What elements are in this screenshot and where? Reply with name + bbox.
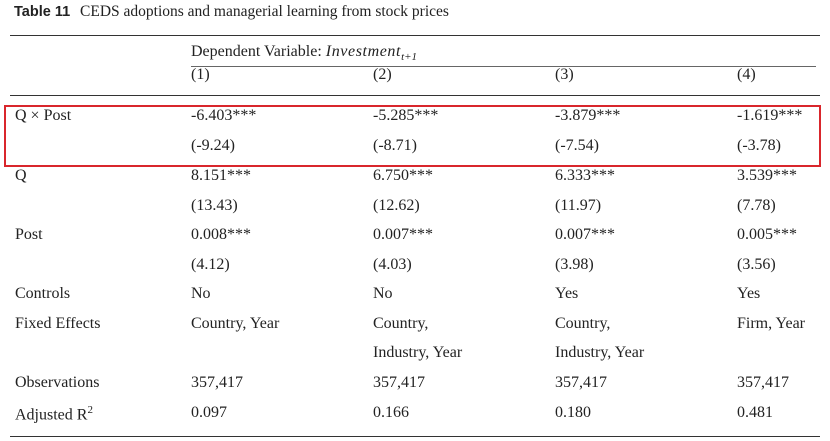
table-cell: 0.166 <box>373 404 409 421</box>
table-cell: (-3.78) <box>737 137 781 154</box>
row-label-text: Fixed Effects <box>15 315 101 332</box>
table-cell: 0.005*** <box>737 226 797 243</box>
row-label: Fixed Effects <box>15 315 100 333</box>
dependent-prefix: Dependent Variable: <box>191 43 326 60</box>
table-cell: (3.56) <box>737 256 776 273</box>
row-label-text: Q × Post <box>15 107 72 124</box>
table-cell: Industry, Year <box>555 344 645 361</box>
table-cell: 0.481 <box>737 404 773 421</box>
row-label: Observations <box>15 374 99 392</box>
table-title: CEDS adoptions and managerial learning f… <box>80 3 449 20</box>
table-cell: 0.180 <box>555 404 591 421</box>
row-label: Post <box>15 226 43 244</box>
table-cell: 357,417 <box>737 374 789 391</box>
header-rule <box>10 95 820 96</box>
table-cell: (12.62) <box>373 197 420 214</box>
row-label-text: Observations <box>15 374 100 391</box>
table-cell: 357,417 <box>555 374 607 391</box>
table-cell: (4.03) <box>373 256 412 273</box>
row-label: Adjusted R2 <box>15 404 93 424</box>
table-cell: Country, <box>373 315 429 332</box>
row-label-superscript: 2 <box>87 404 93 416</box>
table-caption: Table 11 CEDS adoptions and managerial l… <box>14 3 449 21</box>
dependent-rule <box>191 66 816 67</box>
table-cell: (-9.24) <box>191 137 235 154</box>
table-cell: (-8.71) <box>373 137 417 154</box>
highlight-box <box>4 105 821 167</box>
table-cell: 0.097 <box>191 404 227 421</box>
table-cell: (13.43) <box>191 197 238 214</box>
top-rule <box>10 35 820 36</box>
table-cell: Yes <box>555 285 579 302</box>
table-cell: Country, Year <box>191 315 280 332</box>
row-label: Controls <box>15 285 70 303</box>
table-cell: -3.879*** <box>555 107 621 124</box>
table-cell: Firm, Year <box>737 315 806 332</box>
table-cell: 8.151*** <box>191 167 251 184</box>
dependent-sub: t+1 <box>401 51 418 64</box>
table-cell: Yes <box>737 285 761 302</box>
row-label-text: Post <box>15 226 43 243</box>
table-cell: (11.97) <box>555 197 602 214</box>
row-label: Q <box>15 167 27 185</box>
column-header-4: (4) <box>737 66 756 83</box>
table-cell: 6.750*** <box>373 167 433 184</box>
table-cell: -6.403*** <box>191 107 257 124</box>
table-cell: (7.78) <box>737 197 776 214</box>
table-cell: -1.619*** <box>737 107 803 124</box>
table-cell: 357,417 <box>191 374 243 391</box>
row-label: Q × Post <box>15 107 71 125</box>
row-label-text: Adjusted R <box>15 406 88 424</box>
table-cell: Industry, Year <box>373 344 463 361</box>
table-cell: 3.539*** <box>737 167 797 184</box>
bottom-rule <box>10 436 820 437</box>
table-cell: 0.008*** <box>191 226 251 243</box>
table-label: Table 11 <box>14 4 71 20</box>
table-cell: -5.285*** <box>373 107 439 124</box>
table-cell: No <box>373 285 393 302</box>
table-cell: 0.007*** <box>555 226 615 243</box>
dependent-var: Investment <box>325 43 402 60</box>
table-cell: 0.007*** <box>373 226 433 243</box>
table-cell: (-7.54) <box>555 137 599 154</box>
table-cell: No <box>191 285 211 302</box>
column-header-1: (1) <box>191 66 210 83</box>
column-header-3: (3) <box>555 66 574 83</box>
row-label-text: Q <box>15 167 27 184</box>
table-cell: 6.333*** <box>555 167 615 184</box>
table-cell: (3.98) <box>555 256 594 273</box>
table-cell: (4.12) <box>191 256 230 273</box>
row-label-text: Controls <box>15 285 71 302</box>
column-header-2: (2) <box>373 66 392 83</box>
table-cell: 357,417 <box>373 374 425 391</box>
table-cell: Country, <box>555 315 611 332</box>
dependent-variable-header: Dependent Variable: Investmentt+1 <box>191 43 417 63</box>
